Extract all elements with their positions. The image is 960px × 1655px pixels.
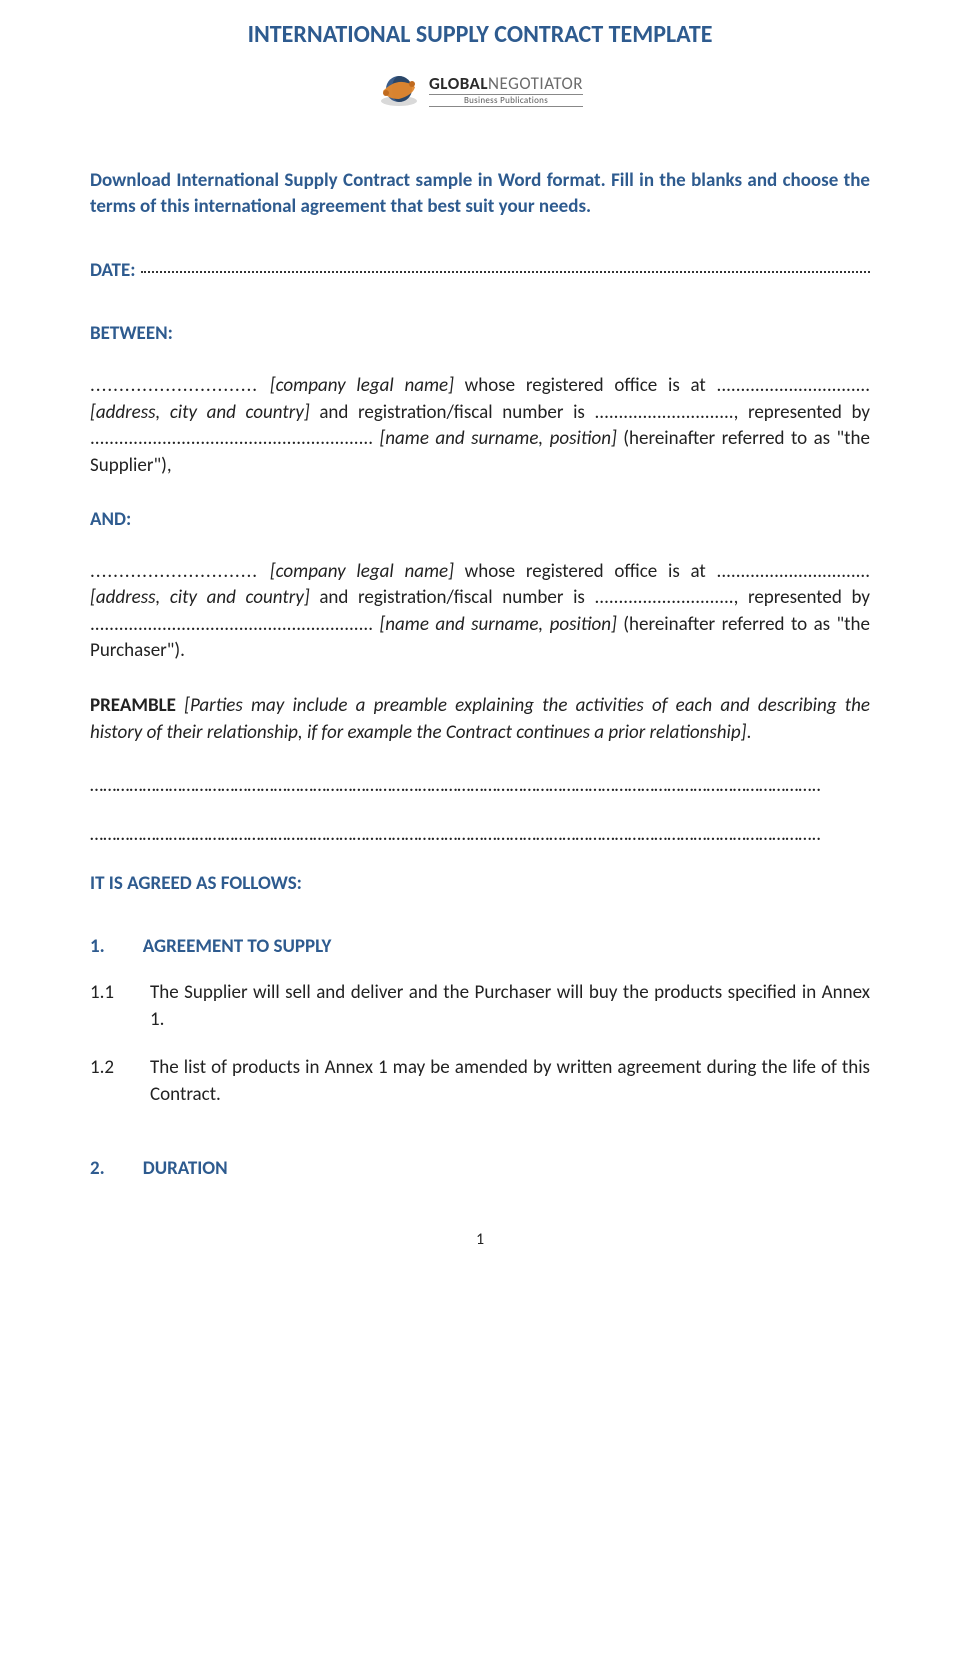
- between-label: BETWEEN:: [90, 322, 870, 345]
- text-segment: whose registered office is at ..........…: [454, 374, 870, 397]
- globe-icon: [377, 69, 421, 113]
- clause-item-number: 1.1: [90, 980, 120, 1033]
- placeholder-name: [name and surname, position]: [379, 427, 616, 450]
- agreed-heading: IT IS AGREED AS FOLLOWS:: [90, 872, 870, 895]
- intro-text: Download International Supply Contract s…: [90, 168, 870, 219]
- logo-brand-light: NEGOTIATOR: [488, 73, 583, 94]
- clause-item: 1.1 The Supplier will sell and deliver an…: [90, 980, 870, 1033]
- clause-item-text: The list of products in Annex 1 may be a…: [150, 1055, 870, 1108]
- clause-number: 2.: [90, 1157, 105, 1180]
- text-segment: .............................: [90, 560, 270, 583]
- logo: GLOBALNEGOTIATOR Business Publications: [377, 69, 583, 113]
- text-segment: .: [746, 721, 751, 744]
- clause-heading: 1. AGREEMENT TO SUPPLY: [90, 935, 870, 958]
- date-label: DATE:: [90, 259, 135, 282]
- placeholder-address: [address, city and country]: [90, 401, 310, 424]
- clause-title: DURATION: [143, 1157, 228, 1180]
- document-title: INTERNATIONAL SUPPLY CONTRACT TEMPLATE: [90, 20, 870, 49]
- text-segment: .............................: [90, 374, 270, 397]
- date-blank-line: [141, 271, 870, 273]
- clause-heading: 2. DURATION: [90, 1157, 870, 1180]
- placeholder-address: [address, city and country]: [90, 586, 310, 609]
- date-field: DATE:: [90, 259, 870, 282]
- placeholder-company: [company legal name]: [270, 560, 454, 583]
- clause-item-number: 1.2: [90, 1055, 120, 1108]
- logo-text: GLOBALNEGOTIATOR Business Publications: [429, 75, 583, 107]
- preamble-italic: [Parties may include a preamble explaini…: [90, 694, 870, 744]
- preamble-paragraph: PREAMBLE [Parties may include a preamble…: [90, 693, 870, 746]
- clause-item-text: The Supplier will sell and deliver and t…: [150, 980, 870, 1033]
- logo-brand-bold: GLOBAL: [429, 73, 488, 94]
- text-segment: whose registered office is at ..........…: [454, 560, 870, 583]
- and-label: AND:: [90, 508, 870, 531]
- clause-title: AGREEMENT TO SUPPLY: [143, 935, 332, 958]
- purchaser-paragraph: ............................. [company l…: [90, 559, 870, 665]
- clause-item: 1.2 The list of products in Annex 1 may b…: [90, 1055, 870, 1108]
- blank-fill-line: [90, 823, 870, 846]
- preamble-lead: PREAMBLE: [90, 694, 176, 717]
- page-number: 1: [90, 1230, 870, 1249]
- logo-subline: Business Publications: [429, 94, 583, 107]
- logo-container: GLOBALNEGOTIATOR Business Publications: [90, 69, 870, 118]
- clause-number: 1.: [90, 935, 105, 958]
- placeholder-company: [company legal name]: [270, 374, 454, 397]
- supplier-paragraph: ............................. [company l…: [90, 373, 870, 479]
- placeholder-name: [name and surname, position]: [379, 613, 616, 636]
- blank-fill-line: [90, 774, 870, 797]
- clauses-container: 1. AGREEMENT TO SUPPLY 1.1 The Supplier wil…: [90, 935, 870, 1179]
